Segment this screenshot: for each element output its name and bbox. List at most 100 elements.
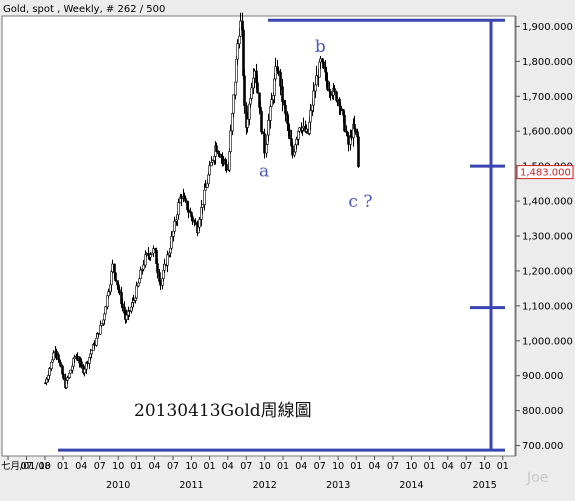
weekly-bar-body (314, 84, 317, 92)
weekly-bar-body (118, 289, 121, 293)
weekly-bar-body (180, 196, 183, 199)
month-label: 01 (130, 461, 142, 472)
weekly-bar-body (90, 350, 93, 355)
year-label: 2013 (326, 480, 350, 491)
current-price-box (516, 165, 574, 180)
weekly-bar-body (145, 253, 148, 255)
plot-area (1, 15, 516, 457)
price-tick-label: 1,800.000 (522, 57, 573, 68)
weekly-bar-body (265, 144, 268, 154)
weekly-bar-body (97, 332, 100, 335)
weekly-bar-body (194, 221, 197, 225)
weekly-bar-body (357, 136, 360, 167)
chart-header-title: Gold, spot , Weekly, # 262 / 500 (3, 4, 165, 15)
weekly-bar-body (111, 263, 114, 272)
weekly-bar-body (256, 82, 259, 94)
weekly-bar-body (253, 70, 256, 79)
weekly-bar-body (215, 145, 218, 152)
month-label: 10 (39, 461, 51, 472)
month-label: 07 (460, 461, 472, 472)
price-tick-label: 1,300.000 (522, 232, 573, 243)
month-label: 01 (203, 461, 215, 472)
wave-label-3: c ? (348, 192, 372, 212)
month-label: 01 (57, 461, 69, 472)
price-tick-label: 1,100.000 (522, 301, 573, 312)
year-label: 2011 (179, 480, 203, 491)
price-tick-label: 1,000.000 (522, 336, 573, 347)
weekly-bar-body (315, 75, 318, 86)
month-label: 07 (20, 461, 32, 472)
weekly-bar-body (274, 66, 277, 80)
weekly-bar-body (66, 377, 69, 381)
month-label: 10 (479, 461, 491, 472)
month-label: 04 (222, 461, 234, 472)
weekly-bar-body (184, 197, 187, 202)
weekly-bar-body (354, 128, 357, 132)
weekly-bar-body (288, 129, 291, 140)
chart-title: 20130413Gold周線圖 (134, 401, 312, 421)
year-label: 2010 (106, 480, 130, 491)
weekly-bar-body (48, 368, 51, 376)
weekly-bar-body (263, 133, 266, 154)
month-label: 07 (167, 461, 179, 472)
weekly-bar-body (125, 314, 128, 320)
weekly-bar-body (343, 115, 346, 132)
weekly-bar-body (156, 263, 159, 273)
weekly-bar-body (228, 151, 231, 171)
weekly-bar-body (234, 81, 237, 96)
price-tick-label: 900.000 (522, 371, 563, 382)
wave-annotations: a b c ? (259, 37, 372, 212)
month-label: 01 (497, 461, 509, 472)
weekly-bar-body (269, 106, 272, 121)
weekly-bar-body (279, 71, 282, 87)
weekly-bar-body (149, 254, 152, 258)
weekly-bar-body (103, 313, 106, 321)
current-price-label: 1,483.000 (520, 168, 571, 179)
candlestick-series (44, 12, 360, 389)
weekly-bar-body (207, 174, 210, 185)
weekly-bar-body (138, 278, 141, 284)
weekly-bar-body (80, 361, 83, 367)
weekly-bar-body (50, 361, 53, 369)
weekly-bar-body (86, 362, 89, 364)
month-label: 07 (314, 461, 326, 472)
month-label: 04 (295, 461, 307, 472)
month-label: 10 (259, 461, 271, 472)
weekly-bar-body (239, 20, 242, 37)
weekly-bar-body (284, 104, 287, 115)
weekly-bar-body (329, 91, 332, 95)
weekly-bar-body (340, 108, 343, 111)
weekly-bar-body (55, 350, 58, 356)
projection-lines (58, 18, 505, 452)
weekly-bar-body (208, 165, 211, 176)
weekly-bar-body (76, 355, 79, 361)
weekly-bar-body (232, 94, 235, 114)
weekly-bar-body (100, 323, 103, 326)
weekly-bar-body (73, 356, 76, 359)
weekly-bar-body (333, 88, 336, 93)
weekly-bar-body (295, 138, 298, 146)
month-label: 01 (350, 461, 362, 472)
weekly-bar-body (322, 61, 325, 69)
weekly-bar-body (152, 248, 155, 254)
weekly-bar-body (52, 352, 55, 361)
weekly-bar-body (312, 90, 315, 106)
price-tick-label: 1,600.000 (522, 127, 573, 138)
weekly-bar-body (204, 187, 207, 191)
weekly-bar-body (177, 202, 180, 216)
month-label: 07 (387, 461, 399, 472)
weekly-bar-body (159, 281, 162, 286)
weekly-bar-body (187, 209, 190, 213)
weekly-bar-body (242, 29, 245, 77)
price-tick-label: 1,700.000 (522, 92, 573, 103)
weekly-bar-body (326, 80, 329, 90)
weekly-bar-body (59, 362, 62, 367)
weekly-bar-body (246, 118, 249, 128)
weekly-bar-body (62, 373, 65, 379)
weekly-bar-body (222, 158, 225, 161)
weekly-bar-body (83, 368, 86, 374)
year-label: 2014 (399, 480, 423, 491)
weekly-bar-body (203, 189, 206, 205)
